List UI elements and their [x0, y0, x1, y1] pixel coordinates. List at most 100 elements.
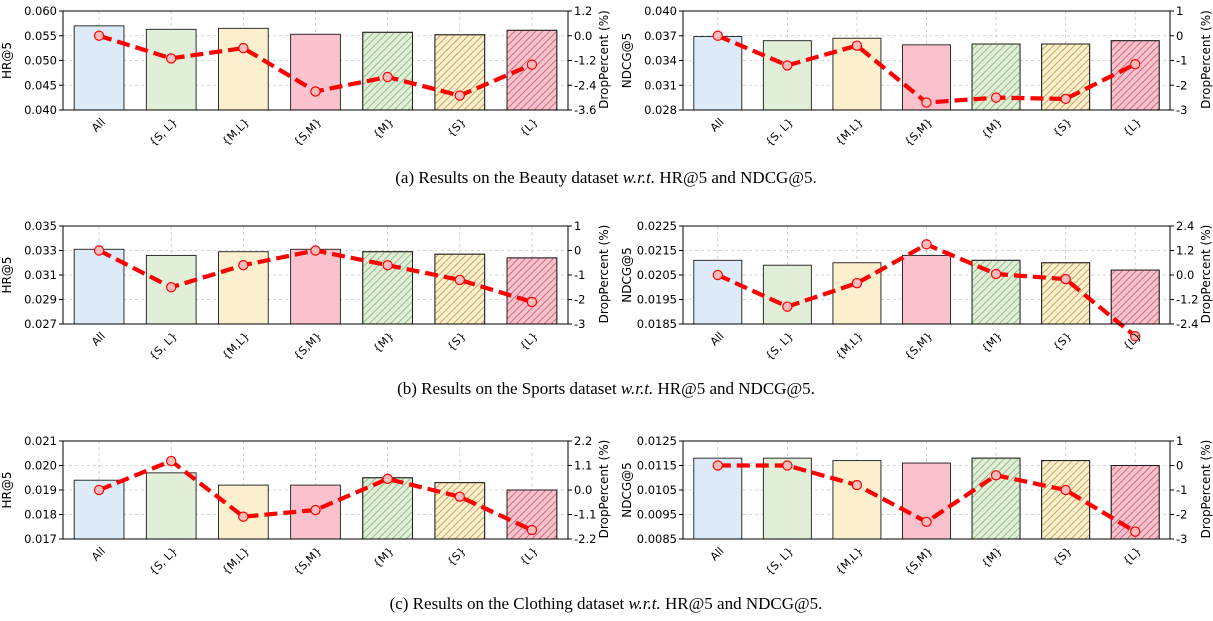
y2-tick-label: 0.0 [574, 29, 592, 43]
data-point [782, 301, 793, 312]
y-tick-label: 0.050 [24, 54, 57, 68]
data-point [93, 484, 105, 496]
data-point [1130, 331, 1141, 342]
x-tick-label: {S} [445, 116, 469, 140]
data-point [166, 282, 177, 293]
y-axis-label: HR@5 [0, 257, 14, 294]
x-tick-label: {M} [371, 330, 397, 356]
bar [902, 254, 951, 325]
x-tick-label: {M,L} [220, 116, 253, 149]
y2-tick-label: -3.6 [574, 103, 596, 117]
chart-panel-1: 0.028 0.031 0.034 0.037 0.040 -3 -2 -1 0 1 All {S, … [620, 4, 1213, 149]
data-point [526, 59, 538, 70]
data-point [310, 504, 321, 516]
y2-tick-label: -1 [1176, 54, 1187, 68]
x-tick-label: {S} [1050, 116, 1074, 140]
data-point [93, 245, 105, 256]
x-tick-label: {S, L} [147, 116, 180, 149]
bar-hatch [434, 253, 486, 325]
data-point [166, 455, 177, 467]
y-axis-label: NDCG@5 [620, 462, 634, 518]
y2-tick-label: 1 [574, 219, 581, 233]
data-point [921, 516, 932, 528]
data-point [1060, 93, 1071, 105]
y-tick-label: 0.0115 [637, 459, 677, 473]
data-point [526, 296, 538, 308]
data-point [712, 460, 723, 471]
y2-axis-label: DropPercent (%) [597, 225, 611, 324]
data-point [382, 260, 393, 271]
chart-panel-3: 0.0185 0.0195 0.0205 0.0215 0.0225 -2.4 -1.2 0.… [620, 219, 1213, 363]
x-tick-label: {M} [979, 330, 1005, 356]
y-tick-label: 0.017 [24, 532, 57, 546]
y-tick-label: 0.018 [24, 508, 57, 522]
y2-tick-label: -1 [574, 268, 585, 282]
data-point [238, 260, 249, 271]
y2-tick-label: -2 [1176, 508, 1187, 522]
data-point [990, 92, 1002, 103]
y-tick-label: 0.040 [644, 4, 677, 18]
bar [145, 28, 197, 111]
bar-hatch [362, 477, 413, 540]
data-point [238, 42, 249, 54]
x-tick-label: All [708, 330, 727, 349]
x-tick-label: {S, L} [147, 545, 180, 578]
x-tick-label: {S} [445, 330, 469, 354]
y-axis-label: HR@5 [0, 472, 14, 509]
bar-hatch [506, 257, 558, 325]
x-tick-label: {M,L} [833, 545, 866, 578]
y2-axis-label: DropPercent (%) [1199, 10, 1213, 109]
x-tick-label: {L} [517, 545, 540, 568]
y-tick-label: 0.021 [24, 434, 57, 448]
y-tick-label: 0.027 [24, 317, 57, 331]
y2-tick-label: 1.2 [1176, 244, 1194, 258]
data-point [921, 239, 932, 250]
y2-tick-label: 2.4 [1176, 219, 1194, 233]
bar [145, 472, 197, 540]
y2-axis-label: DropPercent (%) [597, 440, 611, 539]
y2-tick-label: -2.4 [574, 78, 596, 92]
x-tick-label: {S,M} [291, 545, 324, 578]
y-tick-label: 0.037 [644, 29, 677, 43]
x-tick-label: {L} [517, 330, 540, 353]
data-point [782, 460, 793, 471]
y2-tick-label: 0 [574, 244, 581, 258]
y-tick-label: 0.0185 [637, 317, 677, 331]
data-point [93, 30, 105, 41]
caption-c: (c) Results on the Clothing dataset w.r.… [390, 594, 823, 613]
y2-tick-label: 1 [1176, 4, 1183, 18]
x-tick-label: {M,L} [833, 116, 866, 149]
bar [762, 264, 812, 325]
y2-tick-label: -2.2 [574, 532, 596, 546]
data-point [526, 524, 538, 536]
bar-hatch [1110, 269, 1160, 325]
x-tick-label: {S, L} [763, 116, 796, 149]
y2-tick-label: 2.2 [574, 434, 592, 448]
data-point [1130, 59, 1141, 70]
x-tick-label: {M} [371, 545, 397, 571]
bar [762, 40, 812, 111]
y2-tick-label: 1 [1176, 434, 1183, 448]
y2-tick-label: -2 [574, 293, 585, 307]
x-tick-label: {S} [1050, 330, 1074, 354]
bar-hatch [1110, 40, 1160, 111]
chart-panel-4: 0.017 0.018 0.019 0.020 0.021 -2.2 -1.1 0.0 1.1 2… [0, 434, 611, 578]
y-tick-label: 0.0085 [637, 532, 677, 546]
bar [902, 462, 951, 540]
y2-tick-label: 0 [1176, 29, 1183, 43]
x-tick-label: {M,L} [833, 330, 866, 363]
y-tick-label: 0.040 [24, 103, 57, 117]
y-tick-label: 0.0225 [637, 219, 677, 233]
y-tick-label: 0.0125 [637, 434, 677, 448]
bar [290, 33, 341, 111]
x-tick-label: {S, L} [763, 545, 796, 578]
y-tick-label: 0.0205 [637, 268, 677, 282]
y2-tick-label: -2.4 [1176, 317, 1198, 331]
x-tick-label: {M} [979, 545, 1005, 571]
y-tick-label: 0.035 [24, 219, 57, 233]
bar [832, 460, 882, 540]
bar [218, 27, 269, 111]
x-tick-label: {S, L} [763, 330, 796, 363]
y2-tick-label: -3 [1176, 532, 1187, 546]
